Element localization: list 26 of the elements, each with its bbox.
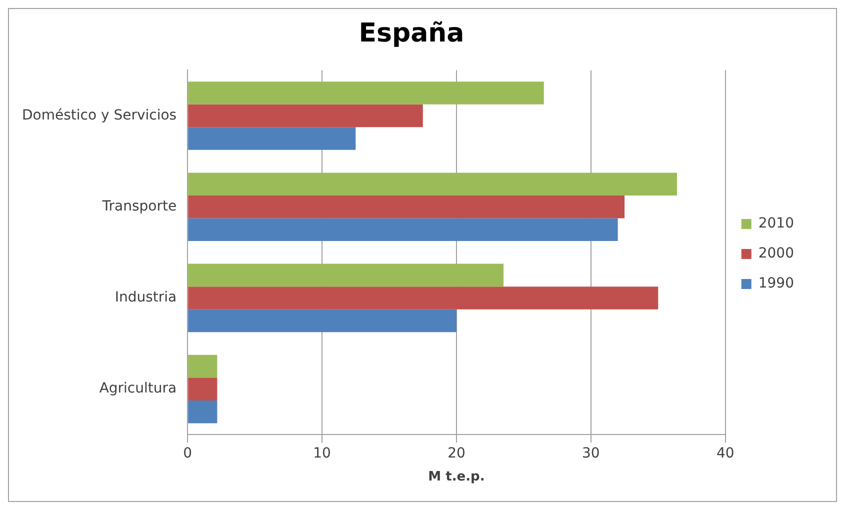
x-tick-label: 0: [183, 446, 192, 462]
y-tick-label: Transporte: [101, 198, 177, 214]
legend-label: 1990: [758, 276, 794, 292]
x-tick-label: 20: [448, 446, 466, 462]
bar: [188, 104, 423, 128]
bar: [188, 127, 356, 150]
bar: [188, 195, 625, 218]
x-tick-label: 40: [716, 446, 734, 462]
bar: [188, 286, 658, 310]
y-tick-label: Industria: [114, 290, 177, 306]
bar: [188, 218, 618, 242]
bar: [188, 309, 456, 332]
bar: [188, 82, 544, 104]
bar: [188, 354, 218, 378]
bar: [188, 400, 218, 424]
x-axis-title: M t.e.p.: [428, 470, 485, 485]
y-tick-label: Agricultura: [99, 380, 177, 397]
x-tick-label: 10: [313, 446, 331, 462]
legend-label: 2010: [758, 216, 794, 232]
bar: [188, 264, 504, 287]
chart-title: España: [358, 18, 464, 48]
legend-label: 2000: [758, 246, 794, 262]
bar: [188, 172, 677, 196]
x-tick-label: 30: [582, 446, 600, 462]
bar: [188, 378, 218, 400]
y-tick-label: Doméstico y Servicios: [22, 107, 177, 124]
